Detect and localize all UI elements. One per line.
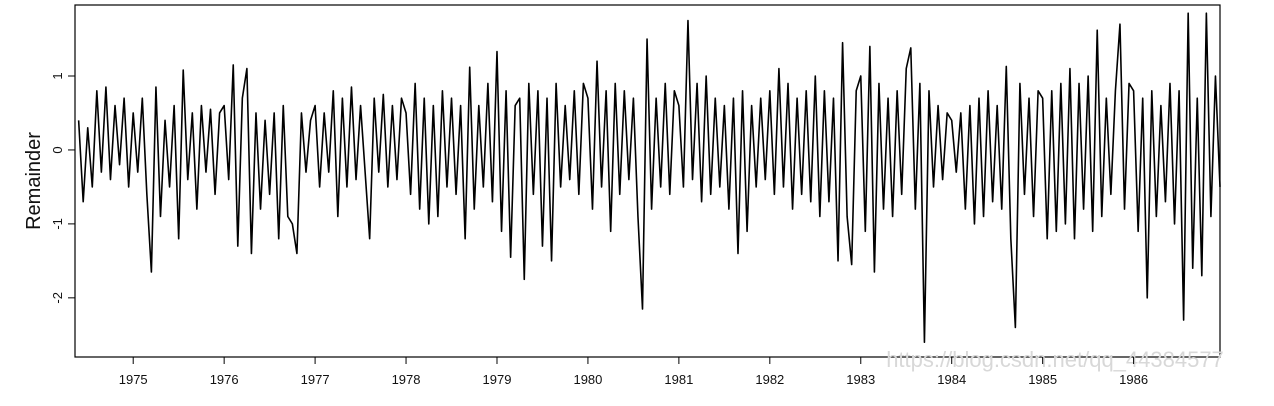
x-tick-label: 1986 [1119, 372, 1148, 387]
x-tick-label: 1976 [210, 372, 239, 387]
y-axis-label: Remainder [23, 132, 45, 230]
x-tick-label: 1975 [119, 372, 148, 387]
x-tick-label: 1977 [301, 372, 330, 387]
x-tick-label: 1981 [664, 372, 693, 387]
x-tick-label: 1982 [755, 372, 784, 387]
x-tick-label: 1984 [937, 372, 966, 387]
x-tick-label: 1983 [846, 372, 875, 387]
y-tick-label: 0 [50, 146, 65, 153]
x-tick-label: 1979 [483, 372, 512, 387]
y-tick-label: -1 [50, 218, 65, 230]
watermark: https://blog.csdn.net/qq_44384577 [886, 347, 1224, 372]
x-tick-label: 1980 [573, 372, 602, 387]
series-line [77, 12, 1221, 344]
y-tick-label: -2 [50, 292, 65, 304]
x-tick-label: 1985 [1028, 372, 1057, 387]
x-tick-label: 1978 [392, 372, 421, 387]
y-tick-label: 1 [50, 72, 65, 79]
